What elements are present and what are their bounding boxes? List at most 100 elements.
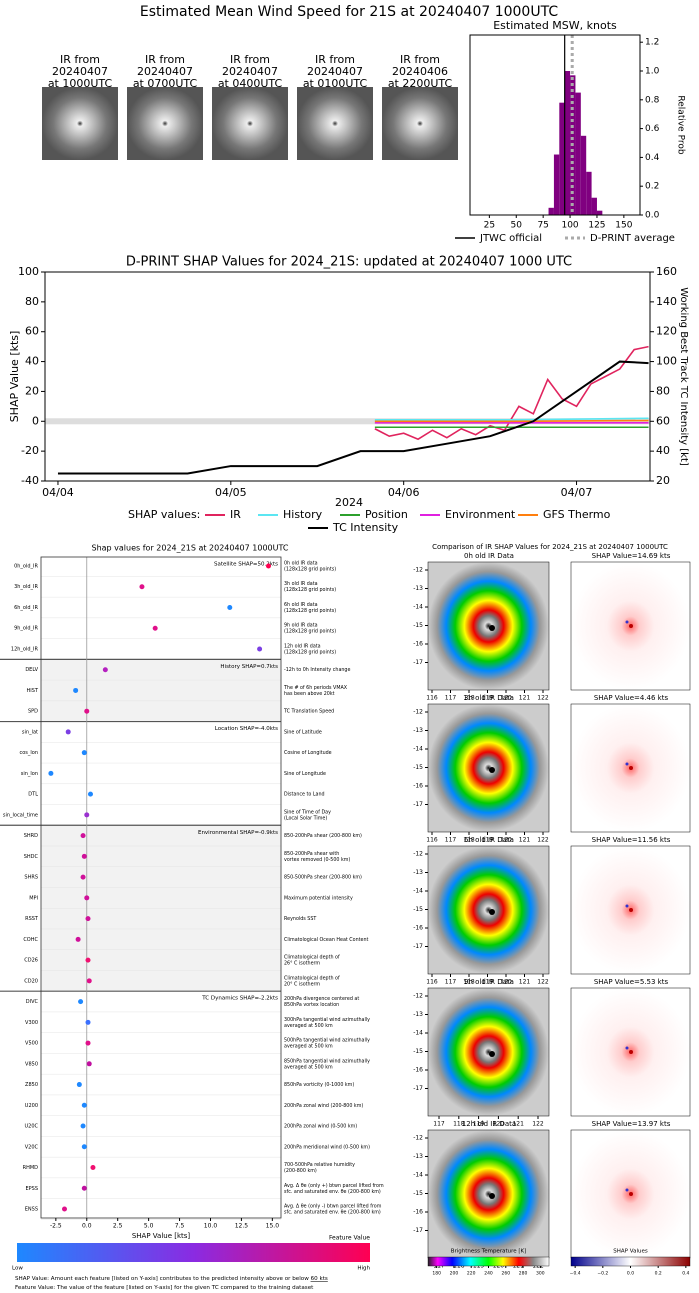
y-tick-label: -12 bbox=[413, 851, 423, 858]
feature-description: TC Translation Speed bbox=[283, 709, 334, 715]
feature-description: 700-500hPa relative humidity bbox=[284, 1162, 355, 1168]
x-tick-label: 121 bbox=[519, 979, 531, 986]
shap-panel-title: SHAP Value=4.46 kts bbox=[594, 694, 669, 702]
feature-name: sin_lon bbox=[21, 771, 38, 777]
feature-description: 200hPa divergence centered at bbox=[284, 996, 359, 1002]
y-tick-label: -15 bbox=[413, 622, 423, 629]
shap-coldspot bbox=[625, 620, 629, 624]
feature-description: 200hPa zonal wind (0-500 km) bbox=[284, 1124, 357, 1130]
colorbar-low: Low bbox=[12, 1266, 23, 1272]
ir-caption: IR from bbox=[60, 53, 100, 66]
feature-name: DTL bbox=[28, 792, 38, 798]
shap-panel-title: SHAP Value=5.53 kts bbox=[594, 978, 669, 986]
legend-label: Environment bbox=[445, 508, 516, 521]
feature-point bbox=[80, 1123, 86, 1129]
y-axis-label: Relative Prob bbox=[676, 95, 686, 154]
ir-caption: at 0700UTC bbox=[133, 77, 198, 90]
feature-point bbox=[102, 667, 108, 673]
feature-description: sfc. and saturated env. θe (200-800 km) bbox=[284, 1210, 381, 1216]
x-tick-label: 04/07 bbox=[561, 486, 593, 499]
colorbar-tick-label: 200 bbox=[450, 1271, 459, 1277]
feature-point bbox=[48, 770, 54, 776]
feature-name: EPSS bbox=[25, 1186, 38, 1192]
feature-name: COHC bbox=[23, 937, 38, 943]
ir-image bbox=[427, 703, 550, 833]
feature-description: 500hPa tangential wind azimuthally bbox=[284, 1038, 370, 1044]
group-band bbox=[41, 721, 281, 826]
colorbar-tick-label: 260 bbox=[501, 1271, 510, 1277]
y2-tick-label: 60 bbox=[656, 414, 670, 427]
hist-title: Estimated MSW, knots bbox=[493, 19, 617, 32]
feature-name: RHMD bbox=[23, 1165, 39, 1171]
feature-point bbox=[90, 1165, 96, 1171]
feature-point bbox=[65, 729, 71, 735]
feature-description: (128x128 grid points) bbox=[284, 567, 336, 573]
series-line bbox=[374, 345, 649, 441]
shap-coldspot bbox=[625, 762, 629, 766]
feature-description: Climatological depth of bbox=[284, 955, 340, 961]
legend-label: Position bbox=[365, 508, 408, 521]
plot-frame bbox=[469, 34, 641, 216]
shap-panel-title: SHAP Value=13.97 kts bbox=[592, 1120, 671, 1128]
x-tick-label: 117 bbox=[445, 979, 457, 986]
group-band bbox=[41, 991, 281, 1218]
x-tick-label: 15.0 bbox=[266, 1223, 280, 1230]
group-label: History SHAP=0.7kts bbox=[220, 664, 278, 670]
colorbar-tick-label: 0.0 bbox=[627, 1271, 634, 1277]
ir-panel-title: 0h old IR Data bbox=[464, 552, 514, 560]
x-tick-label: 119 bbox=[482, 979, 494, 986]
ir-image bbox=[42, 87, 118, 160]
legend-label: JTWC official bbox=[479, 233, 542, 244]
feature-description: Maximum potential intensity bbox=[284, 895, 353, 901]
feature-point bbox=[76, 1082, 82, 1088]
feature-description: Reynolds SST bbox=[284, 916, 316, 922]
bar bbox=[575, 92, 581, 215]
x-tick-label: 125 bbox=[588, 221, 605, 231]
shap-hotspot bbox=[629, 624, 633, 628]
legend-label: History bbox=[283, 508, 323, 521]
y-tick-label: 20 bbox=[25, 384, 39, 397]
feature-point bbox=[152, 625, 158, 631]
feature-description: Climatological Ocean Heat Content bbox=[284, 937, 368, 943]
ir-caption: at 2200UTC bbox=[388, 77, 453, 90]
y-tick-label: -12 bbox=[413, 993, 423, 1000]
shap-hotspot bbox=[629, 908, 633, 912]
feature-description: 3h old IR data bbox=[284, 581, 318, 587]
x-tick-label: 120 bbox=[500, 695, 512, 702]
ir-caption: at 1000UTC bbox=[48, 77, 113, 90]
shap-coldspot bbox=[625, 904, 629, 908]
feature-description: vortex removed (0-500 km) bbox=[284, 857, 350, 863]
x-tick-label: 117 bbox=[445, 837, 457, 844]
feature-description: Avg. Δ θe (only -) btwn parcel lifted fr… bbox=[284, 1204, 382, 1210]
comparison-title: Comparison of IR SHAP Values for 2024_21… bbox=[432, 543, 668, 551]
ir-image bbox=[427, 987, 550, 1117]
y-tick-label: -12 bbox=[413, 567, 423, 574]
y2-tick-label: 140 bbox=[656, 295, 677, 308]
feature-name: 3h_old_IR bbox=[14, 584, 38, 590]
feature-point bbox=[85, 916, 91, 922]
x-tick-label: 116 bbox=[426, 979, 438, 986]
feature-name: 9h_old_IR bbox=[14, 626, 38, 632]
y-tick-label: 80 bbox=[25, 295, 39, 308]
shap-hotspot bbox=[629, 1192, 633, 1196]
colorbar-label: Brightness Temperature [K] bbox=[451, 1249, 527, 1255]
feature-description: 9h old IR data bbox=[284, 623, 318, 629]
feature-description: Cosine of Longitude bbox=[284, 750, 332, 756]
note-part: 60 kts bbox=[311, 1276, 328, 1282]
ir-caption: 20240407 bbox=[222, 65, 278, 78]
x-tick-label: 121 bbox=[519, 837, 531, 844]
storm-eye bbox=[489, 909, 495, 915]
feature-name: 12h_old_IR bbox=[11, 646, 39, 652]
ir-image bbox=[427, 845, 550, 975]
y-tick-label: -15 bbox=[413, 764, 423, 771]
feature-point bbox=[80, 833, 86, 839]
x-tick-label: 04/06 bbox=[388, 486, 420, 499]
feature-point bbox=[78, 999, 84, 1005]
feature-name: CD20 bbox=[24, 978, 38, 984]
feature-description: (128x128 grid points) bbox=[284, 649, 336, 655]
x-tick-label: 116 bbox=[426, 695, 438, 702]
y-tick-label: 1.0 bbox=[645, 67, 660, 77]
y-tick-label: 1.2 bbox=[645, 38, 659, 48]
x-tick-label: 118 bbox=[453, 1121, 465, 1128]
